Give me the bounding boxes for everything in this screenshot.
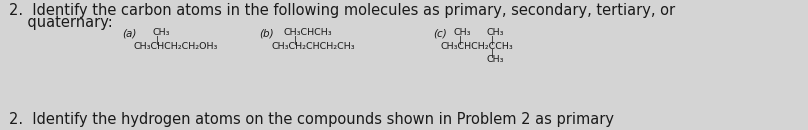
Text: CH₃: CH₃ — [486, 28, 504, 37]
Text: |: | — [293, 36, 297, 45]
Text: 2.  Identify the hydrogen atoms on the compounds shown in Problem 2 as primary: 2. Identify the hydrogen atoms on the co… — [10, 112, 614, 127]
Text: (a): (a) — [122, 28, 137, 38]
Text: CH₃: CH₃ — [153, 28, 170, 37]
Text: 2.  Identify the carbon atoms in the following molecules as primary, secondary, : 2. Identify the carbon atoms in the foll… — [10, 3, 675, 18]
Text: quaternary:: quaternary: — [10, 15, 113, 30]
Text: CH₃: CH₃ — [486, 55, 504, 64]
Text: |: | — [458, 36, 461, 45]
Text: (b): (b) — [259, 28, 273, 38]
Text: (c): (c) — [433, 28, 447, 38]
Text: CH₃: CH₃ — [453, 28, 471, 37]
Text: CH₃CH₂CHCH₂CH₃: CH₃CH₂CHCH₂CH₃ — [272, 42, 356, 51]
Text: CH₃CHCH₂CCH₃: CH₃CHCH₂CCH₃ — [440, 42, 513, 51]
Text: |: | — [156, 36, 159, 45]
Text: CH₃CHCH₃: CH₃CHCH₃ — [284, 28, 332, 37]
Text: |: | — [491, 49, 494, 58]
Text: |: | — [491, 36, 494, 45]
Text: CH₃CHCH₂CH₂OH₃: CH₃CHCH₂CH₂OH₃ — [133, 42, 218, 51]
